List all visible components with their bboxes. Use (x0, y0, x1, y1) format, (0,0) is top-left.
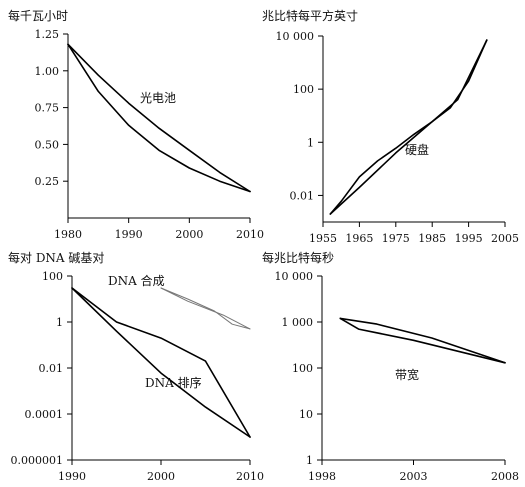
series-line (67, 43, 251, 193)
x-tick-label: 2003 (400, 470, 428, 483)
chart-panel-solar: 每千瓦小时 光电池 1980 1990 2000 2010 0.25 0.50 0.75 1.… (8, 8, 264, 241)
series-annotation: 硬盘 (405, 142, 429, 157)
y-tick-label: 1 000 (282, 316, 314, 329)
series-line (329, 39, 488, 215)
y-tick-label: 10 (299, 408, 313, 421)
x-tick-label: 1965 (345, 232, 373, 245)
y-tick-label: 0.25 (35, 175, 60, 188)
x-tick-label: 2000 (175, 228, 203, 241)
y-tick-label: 100 (42, 270, 63, 283)
x-tick-label: 1980 (54, 228, 82, 241)
y-tick-label: 0.0001 (25, 408, 64, 421)
y-tick-label: 0.01 (39, 362, 64, 375)
x-tick-label: 2000 (147, 470, 175, 483)
x-tick-label: 1985 (418, 232, 446, 245)
x-tick-label: 1990 (115, 228, 143, 241)
series-line (160, 287, 251, 330)
x-tick-label: 2010 (236, 228, 264, 241)
y-tick-label: 1 (56, 316, 63, 329)
y-tick-label: 1 (307, 136, 314, 149)
y-tick-label: 0.000001 (11, 454, 64, 467)
series-annotation: 带宽 (395, 367, 419, 382)
series-line (71, 287, 251, 438)
y-tick-label: 0.01 (290, 189, 315, 202)
series-annotation: DNA 合成 (108, 273, 165, 288)
unit-label: 每对 DNA 碱基对 (8, 250, 104, 265)
y-tick-label: 1.25 (35, 28, 60, 41)
x-tick-label: 1975 (382, 232, 410, 245)
unit-label: 每千瓦小时 (8, 8, 68, 23)
series-line (71, 287, 251, 438)
y-tick-label: 1 (306, 454, 313, 467)
series-line (339, 317, 506, 364)
x-tick-label: 1955 (309, 232, 337, 245)
chart-panel-hard-disk: 兆比特每平方英寸 硬盘 1955 1965 1975 1985 1995 2005 0.01… (262, 8, 519, 245)
y-tick-label: 10 000 (275, 270, 314, 283)
chart-panel-dna: 每对 DNA 碱基对 DNA 合成 DNA 排序 1990 2000 20100.0… (8, 250, 264, 483)
series-line (339, 317, 506, 364)
series-line (67, 43, 251, 193)
x-tick-label: 2005 (491, 232, 519, 245)
y-tick-label: 1.00 (35, 65, 60, 78)
chart-panel-bandwidth: 每兆比特每秒 带宽 1998 2003 2008 1 10 100 1 000 10 000 (262, 250, 519, 483)
x-tick-label: 1998 (308, 470, 336, 483)
y-tick-label: 100 (292, 362, 313, 375)
x-tick-label: 1995 (455, 232, 483, 245)
x-tick-label: 1990 (58, 470, 86, 483)
x-tick-label: 2010 (236, 470, 264, 483)
unit-label: 兆比特每平方英寸 (262, 8, 358, 23)
series-line (329, 39, 488, 215)
unit-label: 每兆比特每秒 (262, 250, 334, 265)
x-tick-label: 2008 (491, 470, 519, 483)
y-tick-label: 0.50 (35, 138, 60, 151)
y-tick-label: 100 (293, 83, 314, 96)
y-tick-label: 10 000 (276, 30, 315, 43)
series-line (160, 287, 251, 330)
y-tick-label: 0.75 (35, 102, 60, 115)
series-annotation: 光电池 (140, 91, 176, 105)
